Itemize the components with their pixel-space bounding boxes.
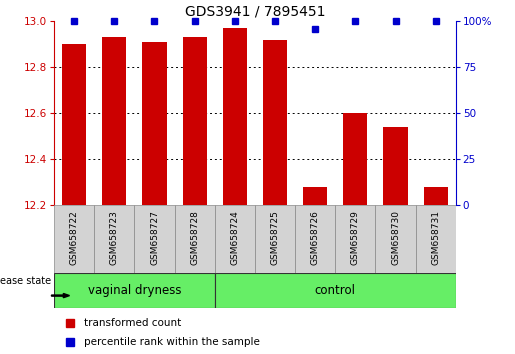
Text: transformed count: transformed count: [84, 318, 181, 328]
Bar: [54, 273, 215, 308]
Text: vaginal dryness: vaginal dryness: [88, 284, 181, 297]
Bar: [134, 205, 175, 273]
Text: GSM658727: GSM658727: [150, 210, 159, 265]
Bar: [416, 205, 456, 273]
Bar: [295, 205, 335, 273]
Text: disease state: disease state: [0, 276, 52, 286]
Bar: [223, 28, 247, 205]
Text: percentile rank within the sample: percentile rank within the sample: [84, 337, 260, 348]
Bar: [263, 40, 287, 205]
Text: GSM658726: GSM658726: [311, 210, 320, 265]
Bar: [143, 42, 166, 205]
Text: control: control: [315, 284, 356, 297]
Text: GSM658723: GSM658723: [110, 210, 119, 265]
Bar: [102, 38, 126, 205]
Bar: [183, 38, 207, 205]
Bar: [335, 205, 375, 273]
Bar: [94, 205, 134, 273]
Bar: [255, 205, 295, 273]
Text: GSM658731: GSM658731: [431, 210, 440, 265]
Text: GSM658722: GSM658722: [70, 210, 79, 265]
Bar: [215, 205, 255, 273]
Bar: [344, 113, 367, 205]
Bar: [375, 205, 416, 273]
Bar: [62, 44, 86, 205]
Text: GSM658724: GSM658724: [230, 210, 239, 265]
Text: GSM658725: GSM658725: [270, 210, 280, 265]
Bar: [215, 273, 456, 308]
Text: GSM658730: GSM658730: [391, 210, 400, 265]
Text: GSM658728: GSM658728: [190, 210, 199, 265]
Bar: [424, 187, 448, 205]
Bar: [54, 205, 94, 273]
Bar: [175, 205, 215, 273]
Text: GSM658729: GSM658729: [351, 210, 360, 265]
Bar: [384, 127, 407, 205]
Title: GDS3941 / 7895451: GDS3941 / 7895451: [185, 5, 325, 19]
Bar: [303, 187, 327, 205]
